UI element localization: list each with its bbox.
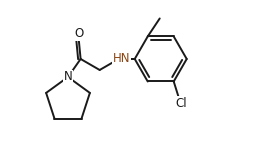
Text: N: N <box>64 71 72 84</box>
Text: Cl: Cl <box>175 97 187 110</box>
Text: HN: HN <box>113 53 130 65</box>
Text: O: O <box>74 27 83 40</box>
